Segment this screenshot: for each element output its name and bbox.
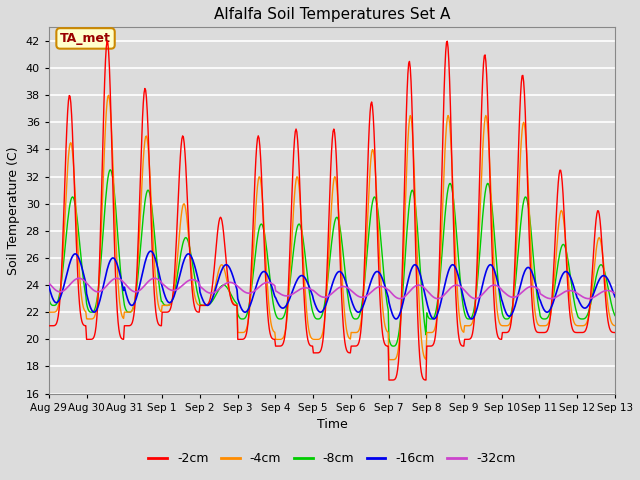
-32cm	[55, 289, 63, 295]
-8cm	[45, 296, 52, 301]
-4cm	[202, 302, 209, 308]
-4cm	[45, 309, 52, 315]
-2cm	[114, 319, 122, 325]
Line: -4cm: -4cm	[49, 96, 615, 360]
-16cm	[45, 283, 52, 288]
-2cm	[387, 377, 394, 383]
-16cm	[403, 285, 410, 291]
-8cm	[403, 238, 410, 243]
-2cm	[103, 38, 111, 44]
-8cm	[106, 167, 114, 173]
Title: Alfalfa Soil Temperatures Set A: Alfalfa Soil Temperatures Set A	[214, 7, 450, 22]
Y-axis label: Soil Temperature (C): Soil Temperature (C)	[7, 146, 20, 275]
-4cm	[387, 357, 395, 362]
-32cm	[419, 284, 427, 289]
X-axis label: Time: Time	[317, 418, 348, 431]
-16cm	[55, 298, 63, 303]
-2cm	[611, 330, 619, 336]
-16cm	[419, 282, 427, 288]
-4cm	[419, 348, 427, 354]
Line: -2cm: -2cm	[49, 41, 615, 380]
-8cm	[55, 294, 63, 300]
Text: TA_met: TA_met	[60, 32, 111, 45]
-16cm	[611, 294, 619, 300]
-4cm	[105, 93, 113, 98]
-8cm	[114, 237, 122, 243]
-32cm	[172, 287, 179, 293]
-8cm	[419, 302, 427, 308]
-4cm	[611, 323, 619, 328]
-32cm	[611, 290, 619, 296]
-16cm	[392, 316, 400, 322]
-4cm	[172, 276, 179, 281]
-16cm	[172, 288, 179, 294]
-2cm	[55, 307, 63, 313]
-16cm	[147, 248, 154, 254]
-2cm	[202, 302, 209, 308]
Line: -16cm: -16cm	[49, 251, 615, 319]
-8cm	[172, 283, 179, 289]
-2cm	[45, 323, 52, 329]
-32cm	[113, 276, 121, 281]
-32cm	[45, 280, 52, 286]
-4cm	[114, 280, 122, 286]
Line: -8cm: -8cm	[49, 170, 615, 346]
-32cm	[202, 288, 209, 294]
-32cm	[150, 276, 158, 281]
-32cm	[403, 292, 410, 298]
-16cm	[113, 262, 121, 267]
-8cm	[390, 343, 397, 349]
Line: -32cm: -32cm	[49, 278, 615, 299]
-2cm	[172, 254, 179, 260]
-4cm	[403, 175, 410, 181]
-2cm	[419, 375, 427, 381]
-2cm	[403, 112, 410, 118]
Legend: -2cm, -4cm, -8cm, -16cm, -32cm: -2cm, -4cm, -8cm, -16cm, -32cm	[143, 447, 520, 470]
-8cm	[202, 302, 209, 308]
-8cm	[611, 312, 619, 318]
-32cm	[396, 296, 404, 301]
-4cm	[55, 300, 63, 305]
-16cm	[202, 301, 209, 307]
